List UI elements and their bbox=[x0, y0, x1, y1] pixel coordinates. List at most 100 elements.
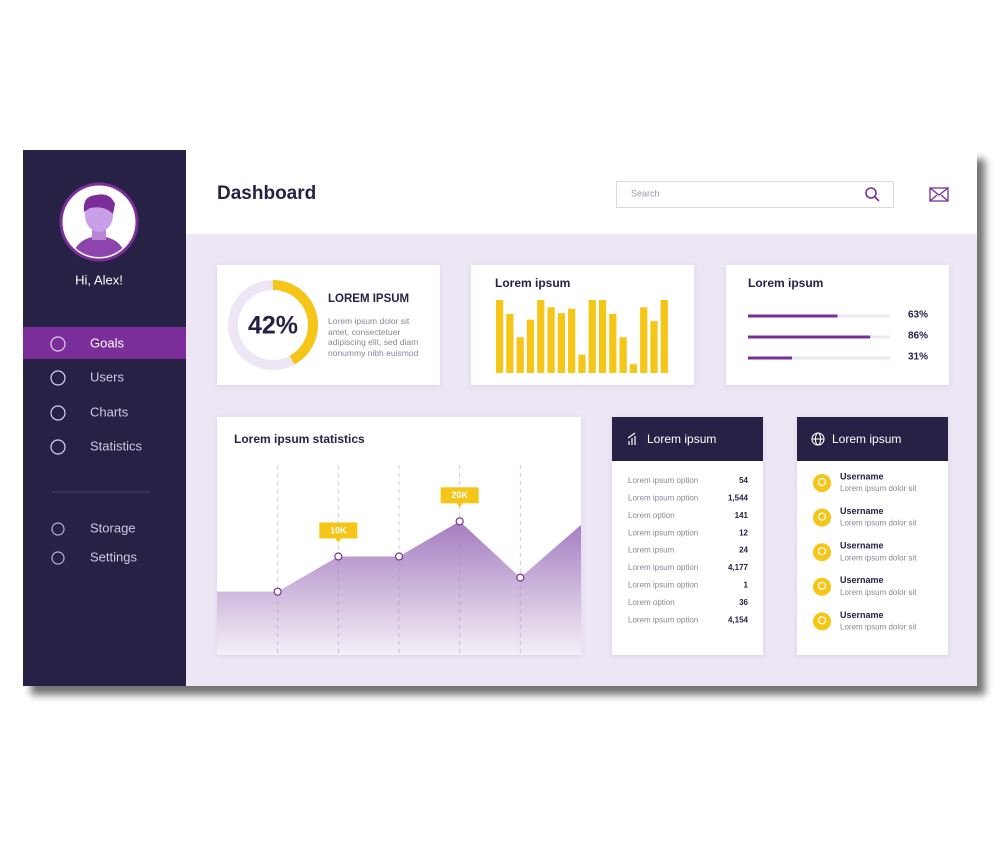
bar bbox=[609, 313, 617, 373]
menu-icon bbox=[51, 522, 65, 536]
row-label: Lorem ipsum bbox=[628, 546, 675, 555]
menu-item[interactable]: Users bbox=[50, 369, 124, 386]
menu-label: Users bbox=[90, 369, 124, 384]
user-avatar bbox=[813, 543, 831, 562]
bar bbox=[537, 300, 545, 373]
user-text: Lorem ipsum dolor sit bbox=[840, 519, 917, 528]
progress-track bbox=[748, 356, 890, 360]
search-placeholder: Search bbox=[631, 188, 660, 198]
user-item[interactable]: Username Lorem ipsum dolor sit bbox=[813, 471, 917, 493]
user-avatar bbox=[813, 474, 831, 492]
donut-label: 42% bbox=[248, 312, 298, 340]
value-label-box bbox=[440, 487, 479, 504]
bar bbox=[506, 313, 514, 373]
bar bbox=[568, 308, 576, 373]
point bbox=[394, 552, 404, 561]
progress-bar bbox=[748, 356, 793, 360]
row-value: 24 bbox=[739, 546, 748, 555]
progress-bar bbox=[748, 314, 838, 318]
bar bbox=[496, 300, 504, 373]
chart-icon bbox=[627, 432, 636, 445]
bar-card-title: Lorem ipsum bbox=[495, 276, 570, 290]
menu-label: Goals bbox=[90, 335, 124, 350]
user-avatar-glyph bbox=[817, 512, 827, 521]
row-label: Lorem ipsum option bbox=[628, 476, 698, 485]
menu-label: Charts bbox=[90, 404, 129, 419]
user-avatar-glyph bbox=[817, 477, 827, 487]
user-avatar bbox=[813, 612, 831, 631]
page-title: Dashboard bbox=[217, 183, 316, 204]
row-label: Lorem ipsum option bbox=[628, 581, 698, 590]
user-item[interactable]: Username Lorem ipsum dolor sit bbox=[813, 506, 917, 528]
search-box[interactable] bbox=[616, 181, 894, 208]
row-value: 4,177 bbox=[728, 563, 749, 572]
row-value: 12 bbox=[739, 528, 748, 537]
table-card-title: Lorem ipsum bbox=[647, 432, 716, 446]
row-value: 141 bbox=[735, 511, 749, 520]
user-name: Username bbox=[840, 471, 884, 481]
user-avatar bbox=[813, 508, 831, 527]
summary-title: LOREM IPSUM bbox=[328, 293, 409, 305]
row-label: Lorem ipsum option bbox=[628, 494, 698, 503]
bar bbox=[619, 337, 627, 373]
user-text: Lorem ipsum dolor sit bbox=[840, 484, 917, 493]
stats-card-title: Lorem ipsum statistics bbox=[234, 432, 365, 446]
table-card-header bbox=[612, 417, 763, 461]
search-icon[interactable] bbox=[865, 187, 880, 202]
bar bbox=[588, 300, 596, 373]
user-avatar-glyph bbox=[817, 616, 827, 625]
row-label: Lorem ipsum option bbox=[628, 528, 698, 537]
row-label: Lorem option bbox=[628, 598, 675, 607]
point bbox=[334, 552, 343, 561]
user-text: Lorem ipsum dolor sit bbox=[840, 553, 917, 562]
menu-icon bbox=[51, 551, 65, 565]
user-avatar-glyph bbox=[817, 547, 827, 556]
point bbox=[516, 573, 525, 582]
progress-label: 86% bbox=[908, 331, 928, 342]
menu-icon bbox=[50, 439, 66, 455]
value-label-box bbox=[319, 522, 358, 539]
summary-text: Lorem ipsum dolor sit amet, consectetuer… bbox=[328, 316, 419, 358]
bar bbox=[578, 354, 586, 373]
user-item[interactable]: Username Lorem ipsum dolor sit bbox=[813, 610, 917, 632]
value-label: 20K bbox=[451, 490, 468, 500]
user-item[interactable]: Username Lorem ipsum dolor sit bbox=[813, 541, 917, 563]
row-label: Lorem option bbox=[628, 511, 675, 520]
menu-item[interactable]: Settings bbox=[51, 549, 137, 565]
menu-label: Settings bbox=[90, 549, 137, 564]
mail-icon[interactable] bbox=[929, 187, 949, 202]
bar bbox=[629, 364, 638, 373]
user-name: Username bbox=[840, 541, 884, 551]
menu-item[interactable]: Storage bbox=[51, 520, 136, 536]
menu-item[interactable]: Statistics bbox=[50, 438, 143, 455]
menu-item[interactable]: Goals bbox=[50, 335, 124, 352]
menu-active bbox=[23, 327, 186, 359]
row-label: Lorem ipsum option bbox=[628, 563, 698, 572]
user-item[interactable]: Username Lorem ipsum dolor sit bbox=[813, 575, 917, 597]
globe-icon bbox=[811, 432, 825, 446]
user-name: Username bbox=[840, 506, 884, 516]
point bbox=[455, 517, 464, 526]
menu-item[interactable]: Charts bbox=[50, 404, 129, 421]
donut-arc bbox=[228, 280, 318, 370]
area bbox=[217, 521, 581, 655]
point bbox=[273, 587, 282, 596]
row-value: 1,544 bbox=[728, 494, 749, 503]
value-label-pointer bbox=[335, 538, 342, 543]
bar bbox=[598, 300, 607, 373]
value-label-pointer bbox=[456, 503, 463, 508]
progress-bar bbox=[748, 335, 871, 339]
row-value: 54 bbox=[739, 476, 748, 485]
avatar bbox=[59, 182, 139, 262]
row-value: 1 bbox=[744, 581, 749, 590]
user-avatar bbox=[813, 577, 831, 596]
bar bbox=[526, 319, 535, 373]
bar bbox=[557, 313, 565, 373]
menu-icon bbox=[50, 370, 66, 386]
menu-label: Statistics bbox=[90, 438, 143, 453]
bar bbox=[640, 307, 648, 373]
progress-label: 31% bbox=[908, 352, 928, 363]
menu-icon bbox=[50, 336, 66, 352]
